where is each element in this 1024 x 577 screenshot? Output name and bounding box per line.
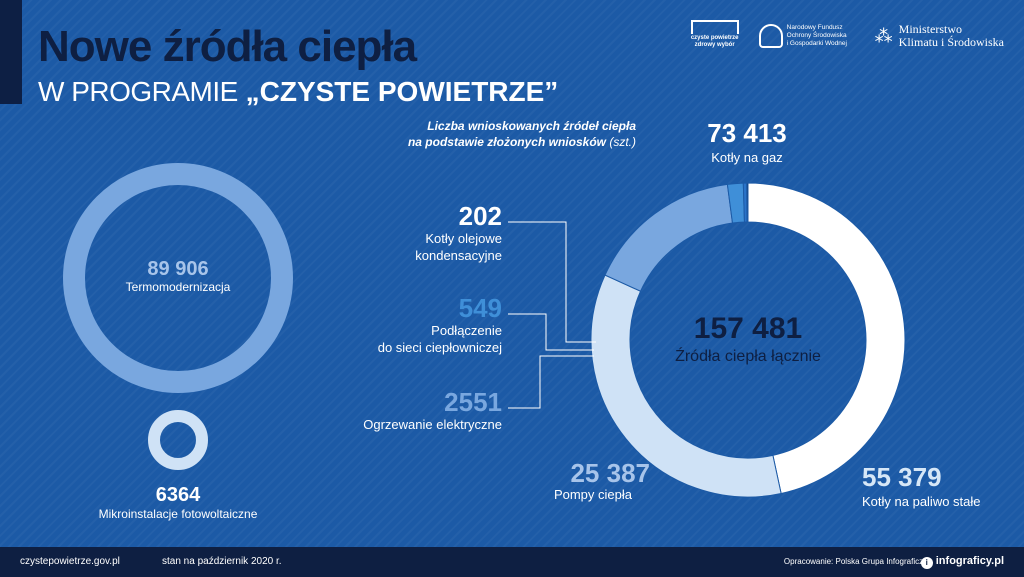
- solid-fuel-value: 55 379: [862, 462, 942, 492]
- network-label-1: Podłączenie: [431, 323, 502, 338]
- gas-value: 73 413: [707, 118, 787, 148]
- termo-value: 89 906: [147, 258, 209, 280]
- donut-slice-0: [747, 182, 906, 495]
- logo-text: i Gospodarki Wodnej: [786, 40, 847, 47]
- electric-callout: 2551 Ogrzewanie elektryczne: [310, 388, 502, 433]
- brand-text: infograficy.pl: [935, 555, 1004, 567]
- network-label-2: do sieci ciepłowniczej: [377, 340, 502, 355]
- program-name: „CZYSTE POWIETRZE”: [245, 76, 559, 107]
- oil-callout: 202 Kotły olejowe kondensacyjne: [330, 202, 502, 264]
- ministerstwo-logo: ⁂ Ministerstwo Klimatu i Środowiska: [875, 23, 1004, 49]
- electric-value: 2551: [444, 387, 502, 417]
- nfosigw-icon: [758, 24, 783, 48]
- leader-line-oil: [508, 221, 596, 343]
- heatpump-value: 25 387: [570, 458, 650, 488]
- pv-label: Mikroinstalacje fotowoltaiczne: [98, 507, 258, 521]
- czyste-powietrze-logo: czyste powietrze zdrowy wybór: [689, 20, 741, 52]
- donut-slice-5: [746, 182, 749, 223]
- termo-label: Termomodernizacja: [125, 280, 231, 294]
- leader-line-electric: [508, 355, 594, 409]
- partner-logos: czyste powietrze zdrowy wybór Narodowy F…: [689, 20, 1004, 52]
- page-title: Nowe źródła ciepła: [38, 22, 417, 71]
- oil-label-1: Kotły olejowe: [425, 231, 502, 246]
- footer-credit: Opracowanie: Polska Grupa Infograficzna: [783, 557, 932, 566]
- footer-date: stan na październik 2020 r.: [162, 556, 282, 567]
- logo-text: czyste powietrze: [690, 35, 739, 41]
- caption-unit: (szt.): [609, 135, 636, 149]
- caption-line: na podstawie złożonych wniosków: [407, 135, 606, 149]
- electric-label: Ogrzewanie elektryczne: [363, 417, 502, 432]
- termomodernizacja-ring: [63, 163, 293, 393]
- dots-emblem-icon: ⁂: [874, 25, 893, 46]
- infograficy-logo-icon: i: [920, 557, 933, 569]
- logo-text: Klimatu i Środowiska: [898, 35, 1004, 49]
- gas-label: Kotły na gaz: [711, 150, 783, 165]
- pv-value: 6364: [155, 484, 201, 506]
- chart-caption: Liczba wnioskowanych źródeł ciepła na po…: [300, 118, 636, 150]
- footer-url-link[interactable]: czystepowietrze.gov.pl: [20, 556, 120, 567]
- logo-text: Narodowy Fundusz: [786, 24, 843, 31]
- network-value: 549: [458, 293, 502, 323]
- network-callout: 549 Podłączenie do sieci ciepłowniczej: [310, 294, 502, 356]
- caption-line: Liczba wnioskowanych źródeł ciepła: [427, 119, 636, 133]
- donut-slice-2: [604, 183, 734, 292]
- logo-text: Ochrony Środowiska: [786, 32, 847, 39]
- heat-sources-donut: [590, 182, 906, 498]
- heatpump-label: Pompy ciepła: [553, 487, 632, 502]
- house-icon: [690, 20, 739, 34]
- oil-label-2: kondensacyjne: [415, 248, 502, 263]
- total-value: 157 481: [693, 312, 803, 345]
- total-label: Źródła ciepła łącznie: [675, 348, 821, 365]
- logo-text: Ministerstwo: [898, 22, 963, 36]
- oil-value: 202: [458, 201, 502, 231]
- page-subtitle: W PROGRAMIE „CZYSTE POWIETRZE”: [38, 76, 558, 108]
- corner-accent: [0, 0, 22, 104]
- leader-lines: [508, 221, 596, 409]
- solid-fuel-label: Kotły na paliwo stałe: [862, 494, 981, 509]
- footer-bar: czystepowietrze.gov.pl stan na październ…: [0, 547, 1024, 577]
- leader-line-network: [508, 313, 594, 351]
- logo-text: zdrowy wybór: [694, 42, 735, 48]
- fotowoltaika-ring: [148, 410, 208, 470]
- footer-brand: i infograficy.pl: [920, 555, 1004, 569]
- nfosigw-logo: Narodowy Fundusz Ochrony Środowiska i Go…: [758, 24, 857, 48]
- subtitle-prefix: W PROGRAMIE: [38, 76, 238, 107]
- donut-slice-1: [590, 274, 782, 498]
